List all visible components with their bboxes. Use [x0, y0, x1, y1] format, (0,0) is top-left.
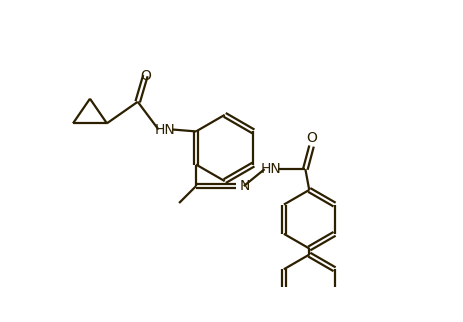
Text: HN: HN: [261, 162, 281, 176]
Text: O: O: [140, 69, 150, 83]
Text: HN: HN: [155, 122, 175, 137]
Text: N: N: [239, 179, 250, 193]
Text: O: O: [306, 130, 316, 145]
